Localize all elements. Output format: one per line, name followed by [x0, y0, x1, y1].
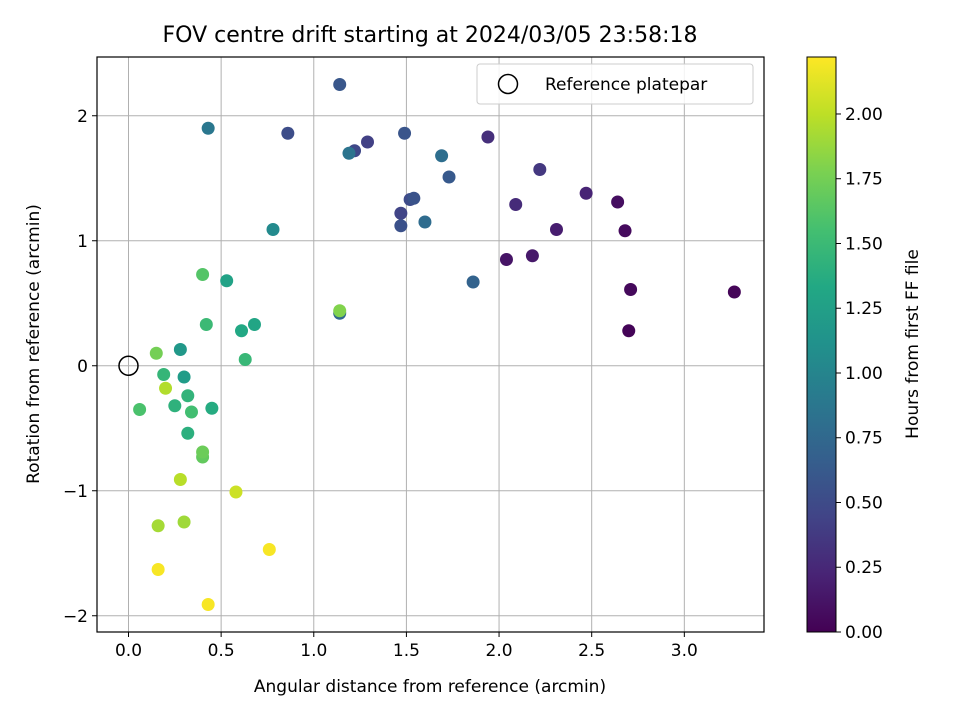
y-tick-label: −1 — [63, 482, 88, 502]
data-point — [201, 121, 215, 135]
data-point — [199, 318, 213, 331]
data-point — [466, 275, 480, 289]
y-tick-label: 1 — [77, 232, 88, 252]
data-point — [611, 195, 625, 209]
data-point — [181, 389, 195, 403]
legend-marker-icon — [497, 73, 519, 95]
x-tick-label: 1.0 — [300, 641, 327, 661]
data-point — [418, 215, 432, 229]
reference-point-marker — [118, 355, 139, 376]
data-point — [149, 346, 163, 360]
data-point — [266, 223, 280, 236]
data-point — [173, 473, 187, 486]
data-point — [181, 426, 195, 440]
data-point — [622, 324, 636, 338]
data-point — [394, 219, 408, 233]
chart-title: FOV centre drift starting at 2024/03/05 … — [163, 23, 698, 48]
data-point — [394, 206, 408, 220]
data-point — [173, 343, 187, 356]
data-point — [525, 249, 539, 263]
data-point — [133, 403, 147, 416]
data-point — [151, 519, 165, 533]
data-point — [361, 135, 375, 149]
x-tick-label: 2.5 — [578, 641, 605, 661]
x-tick-label: 0.0 — [115, 641, 142, 661]
colorbar-tick-label: 2.00 — [845, 105, 883, 125]
data-point — [333, 78, 347, 91]
data-point — [201, 598, 215, 611]
data-point — [235, 324, 249, 338]
legend-entry-label: Reference platepar — [545, 75, 707, 95]
data-point — [398, 126, 412, 140]
colorbar-tick-label: 0.00 — [845, 623, 883, 643]
data-point — [579, 186, 593, 200]
data-point — [168, 399, 182, 413]
data-point — [159, 381, 173, 395]
grid-lines — [97, 57, 764, 632]
data-point — [481, 130, 495, 144]
data-point — [435, 149, 449, 163]
data-point — [238, 353, 252, 366]
colorbar-label: Hours from first FF file — [903, 249, 923, 439]
data-point — [177, 370, 191, 384]
colorbar-tick-label: 1.25 — [845, 299, 883, 319]
reference-marker-layer — [118, 355, 139, 376]
data-point — [549, 223, 563, 236]
colorbar-tick-label: 1.75 — [845, 170, 883, 190]
x-axis-label: Angular distance from reference (arcmin) — [254, 677, 606, 697]
legend-box — [476, 63, 754, 105]
colorbar-tick-label: 0.25 — [845, 558, 883, 578]
colorbar-tick-label: 0.50 — [845, 493, 883, 513]
y-tick-label: 2 — [77, 107, 88, 127]
x-tick-label: 0.5 — [208, 641, 235, 661]
colorbar-ticks: 0.00 0.25 0.50 0.75 1.00 1.25 1.50 1.75 2.00 — [836, 105, 883, 643]
data-point — [342, 146, 356, 160]
colorbar-tick-label: 1.50 — [845, 234, 883, 254]
legend: Reference platepar — [476, 63, 754, 105]
colorbar — [806, 56, 837, 633]
data-point — [333, 304, 347, 318]
colorbar-tick-label: 0.75 — [845, 429, 883, 449]
data-point — [727, 285, 741, 299]
data-points — [133, 78, 741, 611]
data-point — [247, 318, 261, 331]
data-point — [184, 405, 198, 419]
y-axis-ticks: −2 −1 0 1 2 — [63, 107, 97, 627]
y-tick-label: −2 — [63, 607, 88, 627]
data-point — [205, 401, 219, 415]
plot-frame — [96, 56, 765, 633]
x-tick-label: 3.0 — [671, 641, 698, 661]
data-point — [533, 163, 547, 176]
data-point — [281, 126, 295, 140]
data-point — [177, 515, 191, 529]
y-axis-label: Rotation from reference (arcmin) — [24, 204, 44, 484]
data-point — [220, 274, 234, 288]
data-point — [618, 224, 632, 238]
data-point — [196, 445, 210, 459]
colorbar-tick-label: 1.00 — [845, 364, 883, 384]
x-axis-ticks: 0.0 0.5 1.0 1.5 2.0 2.5 3.0 — [115, 632, 698, 661]
data-point — [407, 191, 421, 205]
data-point — [157, 368, 171, 381]
data-point — [442, 170, 456, 184]
data-point — [196, 268, 210, 281]
data-point — [499, 253, 513, 266]
data-point — [624, 283, 638, 296]
data-point — [151, 563, 165, 576]
x-tick-label: 1.5 — [393, 641, 420, 661]
data-point — [262, 543, 276, 556]
y-tick-label: 0 — [77, 357, 88, 377]
data-point — [509, 198, 523, 211]
x-tick-label: 2.0 — [486, 641, 513, 661]
data-point — [229, 485, 243, 499]
